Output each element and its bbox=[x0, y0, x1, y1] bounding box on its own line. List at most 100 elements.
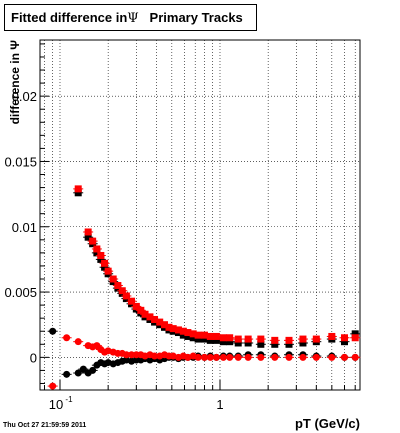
data-point bbox=[285, 336, 293, 344]
data-point bbox=[257, 340, 265, 348]
data-point bbox=[79, 365, 87, 373]
data-point bbox=[234, 335, 242, 343]
x-axis-label: pT (GeV/c) bbox=[295, 416, 360, 431]
x-tick-label: 10 bbox=[49, 397, 63, 412]
data-point bbox=[299, 339, 307, 347]
data-point bbox=[132, 302, 140, 310]
data-point bbox=[189, 330, 197, 338]
data-point bbox=[285, 340, 293, 348]
data-point bbox=[156, 318, 164, 326]
y-tick-label: 0.01 bbox=[12, 220, 37, 235]
data-point bbox=[234, 339, 242, 347]
data-point bbox=[244, 353, 252, 361]
data-point bbox=[271, 336, 279, 344]
data-point bbox=[226, 334, 234, 342]
data-point bbox=[271, 353, 279, 361]
data-point bbox=[351, 334, 359, 342]
data-point bbox=[212, 353, 220, 361]
data-point bbox=[219, 353, 227, 361]
data-point bbox=[151, 352, 159, 360]
data-point bbox=[174, 326, 182, 334]
data-point bbox=[97, 255, 105, 263]
x-tick-exponent: -1 bbox=[65, 395, 73, 404]
data-point bbox=[206, 332, 214, 340]
y-tick-label: 0.02 bbox=[12, 89, 37, 104]
data-point bbox=[161, 321, 169, 329]
data-point bbox=[93, 249, 101, 257]
series-3 bbox=[47, 334, 361, 390]
data-point bbox=[146, 313, 154, 321]
data-point bbox=[84, 233, 92, 241]
data-point bbox=[219, 338, 227, 346]
data-point bbox=[63, 334, 71, 342]
data-point bbox=[122, 351, 130, 359]
series-0 bbox=[73, 189, 361, 348]
data-point bbox=[340, 334, 348, 342]
data-point bbox=[84, 228, 92, 236]
data-point bbox=[118, 287, 126, 295]
data-point bbox=[212, 336, 220, 344]
data-point bbox=[189, 334, 197, 342]
data-point bbox=[49, 327, 57, 335]
timestamp: Thu Oct 27 21:59:59 2011 bbox=[3, 422, 87, 429]
data-point bbox=[244, 339, 252, 347]
data-point bbox=[285, 353, 293, 361]
data-point bbox=[184, 329, 192, 337]
data-point bbox=[351, 353, 359, 361]
data-point bbox=[328, 332, 336, 340]
data-point bbox=[271, 340, 279, 348]
y-tick-label: 0.015 bbox=[4, 154, 37, 169]
data-point bbox=[49, 382, 57, 390]
data-point bbox=[194, 331, 202, 339]
data-point bbox=[234, 353, 242, 361]
data-point bbox=[89, 237, 97, 245]
data-point bbox=[122, 292, 130, 300]
data-point bbox=[257, 335, 265, 343]
data-point bbox=[128, 297, 136, 305]
data-point bbox=[179, 331, 187, 339]
data-point bbox=[226, 338, 234, 346]
title-prefix: Fitted difference in bbox=[11, 10, 128, 25]
data-point bbox=[312, 335, 320, 343]
data-point bbox=[340, 353, 348, 361]
data-point bbox=[219, 334, 227, 342]
data-point bbox=[206, 353, 214, 361]
data-point bbox=[244, 335, 252, 343]
data-point bbox=[114, 282, 122, 290]
series-1 bbox=[73, 185, 361, 344]
data-point bbox=[200, 335, 208, 343]
data-point bbox=[93, 245, 101, 253]
data-point bbox=[340, 338, 348, 346]
data-point bbox=[89, 366, 97, 374]
axis-ticks: 0 0.005 0.01 0.015 0.02 10 -1 1 bbox=[4, 43, 356, 412]
data-point bbox=[299, 335, 307, 343]
data-series bbox=[47, 185, 361, 390]
y-axis-label: difference in Ψ bbox=[8, 40, 22, 125]
data-point bbox=[200, 331, 208, 339]
data-point bbox=[299, 353, 307, 361]
data-point bbox=[101, 263, 109, 271]
data-point bbox=[97, 251, 105, 259]
title-suffix: Primary Tracks bbox=[149, 10, 243, 25]
data-point bbox=[312, 353, 320, 361]
title-symbol: Ψ bbox=[127, 11, 139, 26]
data-point bbox=[104, 267, 112, 275]
data-point bbox=[63, 370, 71, 378]
data-point bbox=[74, 369, 82, 377]
data-point bbox=[194, 353, 202, 361]
data-point bbox=[101, 259, 109, 267]
data-point bbox=[74, 189, 82, 197]
y-tick-label: 0.005 bbox=[4, 285, 37, 300]
data-point bbox=[169, 325, 177, 333]
data-point bbox=[226, 353, 234, 361]
data-point bbox=[351, 330, 359, 338]
y-tick-label: 0 bbox=[30, 350, 37, 365]
chart-title: Fitted difference inΨ Primary Tracks bbox=[4, 4, 257, 31]
data-point bbox=[194, 335, 202, 343]
data-point bbox=[141, 310, 149, 318]
data-point bbox=[257, 353, 265, 361]
data-point bbox=[212, 332, 220, 340]
data-point bbox=[151, 315, 159, 323]
data-point bbox=[137, 306, 145, 314]
plot-frame bbox=[39, 39, 361, 391]
